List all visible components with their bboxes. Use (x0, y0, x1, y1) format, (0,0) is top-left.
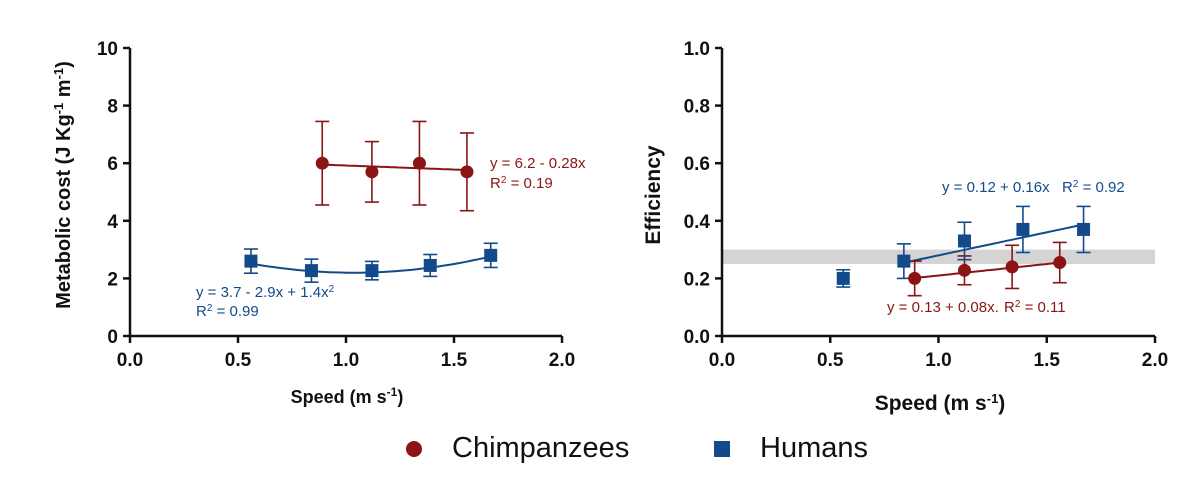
panel-metabolic-cost: 0.0 0.5 1.0 1.5 2.0 0 2 4 6 8 10 Metabolic cost (… (51, 39, 586, 407)
efficiency-chimpanzees-point (908, 271, 922, 285)
efficiency-ylabel: Efficiency (642, 145, 665, 245)
efficiency-human-equation: y = 0.12 + 0.16x (942, 179, 1050, 196)
metabolic-cost-humans-point (365, 264, 379, 278)
efficiency-x-tick-label: 0.0 (709, 350, 735, 371)
metabolic-chimp-r2: R2 = 0.19 (490, 175, 553, 193)
metabolic-cost-humans-point (304, 264, 318, 278)
metabolic-cost-humans-point (484, 248, 498, 262)
metabolic-cost-x-tick-label: 0.5 (225, 350, 252, 371)
metabolic-cost-y-tick-label: 10 (97, 39, 118, 60)
metabolic-cost-humans-point (423, 258, 437, 272)
efficiency-x-tick-label: 2.0 (1142, 350, 1168, 371)
legend-item-chimpanzees: Chimpanzees (404, 432, 629, 465)
chart-canvas: 0.0 0.5 1.0 1.5 2.0 0 2 4 6 8 10 Metabolic cost (… (51, 39, 1169, 415)
efficiency-reference-band (722, 249, 1155, 264)
legend: Chimpanzees Humans (0, 432, 1200, 476)
metabolic-cost-y-tick-label: 8 (107, 97, 118, 118)
efficiency-xlabel: Speed (m s-1) (875, 391, 1006, 416)
metabolic-cost-humans-point (244, 254, 258, 268)
metabolic-cost-x-tick-label: 0.0 (117, 350, 143, 371)
efficiency-humans-point (836, 271, 850, 285)
metabolic-human-equation: y = 3.7 - 2.9x + 1.4x2 (196, 284, 335, 302)
efficiency-human-r2: R2 = 0.92 (1062, 179, 1125, 197)
metabolic-cost-y-tick-label: 0 (107, 327, 118, 348)
metabolic-cost-y-tick-label: 6 (107, 154, 118, 175)
metabolic-cost-chimpanzees-point (412, 156, 426, 170)
metabolic-ylabel: Metabolic cost (J Kg-1 m-1) (51, 61, 76, 309)
metabolic-cost-chimpanzees-point (365, 165, 379, 179)
efficiency-x-tick-label: 1.0 (925, 350, 951, 371)
metabolic-cost-x-tick-label: 1.0 (333, 350, 359, 371)
efficiency-humans-point (1016, 222, 1030, 236)
efficiency-chimp-equation: y = 0.13 + 0.08x. (887, 299, 999, 316)
panel-efficiency: 0.0 0.5 1.0 1.5 2.0 0.0 0.2 0.4 0.6 0.8 1.0 Effic… (642, 39, 1168, 415)
metabolic-xlabel: Speed (m s-1) (291, 385, 404, 407)
metabolic-cost-y-tick-label: 4 (107, 212, 118, 233)
efficiency-humans-point (1077, 222, 1091, 236)
metabolic-human-r2: R2 = 0.99 (196, 303, 259, 321)
efficiency-y-tick-label: 0.0 (684, 327, 710, 348)
efficiency-x-tick-label: 1.5 (1034, 350, 1061, 371)
efficiency-y-tick-label: 0.8 (684, 97, 710, 118)
efficiency-y-tick-label: 0.2 (684, 269, 710, 290)
efficiency-humans-point (897, 254, 911, 268)
efficiency-chimpanzees-point (1053, 256, 1067, 270)
efficiency-y-tick-label: 0.6 (684, 154, 710, 175)
efficiency-x-tick-label: 0.5 (817, 350, 844, 371)
efficiency-chimpanzees-point (1005, 260, 1019, 274)
legend-circle-marker (406, 440, 422, 457)
metabolic-cost-chimpanzees-point (460, 165, 474, 179)
legend-square-marker (714, 440, 730, 457)
efficiency-chimpanzees-fit-line (914, 261, 1060, 280)
metabolic-cost-chimpanzees-point (315, 156, 329, 170)
efficiency-chimpanzees-point (957, 263, 971, 277)
legend-label-chimpanzees: Chimpanzees (452, 432, 630, 464)
metabolic-chimp-equation: y = 6.2 - 0.28x (490, 155, 586, 172)
metabolic-cost-chimpanzees-fit-line (322, 163, 468, 171)
metabolic-cost-x-tick-label: 1.5 (441, 350, 468, 371)
efficiency-humans-fit-line (903, 223, 1084, 264)
legend-label-humans: Humans (760, 432, 868, 464)
efficiency-y-tick-label: 0.4 (684, 212, 711, 233)
efficiency-humans-point (957, 234, 971, 248)
legend-item-humans: Humans (712, 432, 868, 465)
metabolic-cost-y-tick-label: 2 (107, 269, 118, 290)
efficiency-chimp-r2: R2 = 0.11 (1004, 299, 1066, 317)
metabolic-cost-x-tick-label: 2.0 (549, 350, 575, 371)
efficiency-y-tick-label: 1.0 (684, 39, 710, 60)
